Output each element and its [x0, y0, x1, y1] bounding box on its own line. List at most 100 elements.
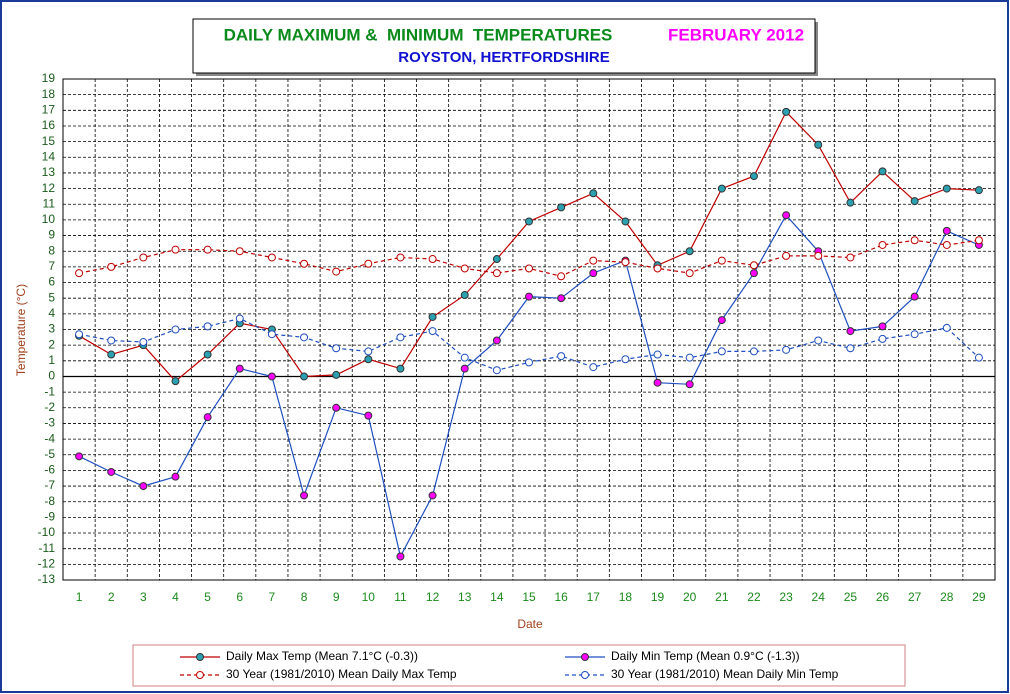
x-tick-label: 23 — [779, 590, 793, 604]
y-tick-label: -2 — [44, 400, 55, 414]
x-tick-label: 7 — [269, 590, 276, 604]
data-point — [139, 482, 148, 491]
data-point — [428, 312, 437, 321]
data-point — [846, 327, 855, 336]
data-point — [203, 245, 212, 254]
legend-marker — [196, 671, 204, 679]
data-point — [75, 452, 84, 461]
data-point — [878, 167, 887, 176]
y-tick-label: 19 — [42, 71, 56, 85]
data-point — [782, 345, 791, 354]
y-tick-label: 7 — [48, 259, 55, 273]
y-tick-label: -7 — [44, 478, 55, 492]
x-tick-label: 26 — [876, 590, 890, 604]
y-tick-label: 5 — [48, 290, 55, 304]
data-point — [685, 353, 694, 362]
y-tick-label: -11 — [39, 541, 56, 555]
data-point — [846, 253, 855, 262]
data-point — [332, 344, 341, 353]
data-point — [235, 364, 244, 373]
x-tick-label: 21 — [715, 590, 729, 604]
data-point — [235, 247, 244, 256]
x-tick-label: 4 — [172, 590, 179, 604]
data-point — [621, 217, 630, 226]
y-tick-label: 3 — [48, 322, 55, 336]
data-point — [782, 251, 791, 260]
data-point — [685, 247, 694, 256]
data-point — [300, 372, 309, 381]
data-point — [942, 240, 951, 249]
data-point — [492, 255, 501, 264]
data-point — [332, 403, 341, 412]
data-point — [749, 347, 758, 356]
data-point — [910, 330, 919, 339]
data-point — [267, 372, 276, 381]
data-point — [878, 240, 887, 249]
x-tick-label: 13 — [458, 590, 472, 604]
data-point — [749, 261, 758, 270]
y-tick-label: 10 — [42, 212, 56, 226]
x-tick-label: 24 — [812, 590, 826, 604]
data-point — [139, 253, 148, 262]
x-tick-label: 1 — [76, 590, 83, 604]
x-tick-label: 11 — [394, 590, 407, 604]
legend-marker — [581, 671, 589, 679]
chart-title: DAILY MAXIMUM & MINIMUM TEMPERATURES — [224, 25, 613, 44]
y-tick-label: 18 — [42, 87, 56, 101]
x-tick-label: 10 — [362, 590, 376, 604]
data-point — [171, 377, 180, 386]
x-axis-label: Date — [517, 617, 543, 631]
x-tick-label: 6 — [236, 590, 243, 604]
data-point — [492, 269, 501, 278]
data-point — [974, 236, 983, 245]
x-tick-label: 8 — [301, 590, 308, 604]
data-point — [396, 253, 405, 262]
y-tick-label: 14 — [42, 149, 56, 163]
data-point — [75, 269, 84, 278]
x-tick-label: 5 — [204, 590, 211, 604]
data-point — [846, 344, 855, 353]
data-point — [107, 336, 116, 345]
y-tick-label: 11 — [43, 196, 56, 210]
data-point — [492, 366, 501, 375]
data-point — [235, 314, 244, 323]
data-point — [910, 236, 919, 245]
data-point — [974, 353, 983, 362]
legend-label: 30 Year (1981/2010) Mean Daily Max Temp — [226, 667, 457, 681]
y-tick-label: 2 — [48, 337, 55, 351]
x-tick-label: 18 — [619, 590, 633, 604]
x-tick-label: 19 — [651, 590, 665, 604]
data-point — [653, 378, 662, 387]
data-point — [139, 338, 148, 347]
data-point — [492, 336, 501, 345]
data-point — [717, 316, 726, 325]
y-tick-label: -5 — [44, 447, 55, 461]
data-point — [942, 323, 951, 332]
data-point — [589, 269, 598, 278]
data-point — [396, 364, 405, 373]
x-tick-label: 9 — [333, 590, 340, 604]
chart-subtitle: ROYSTON, HERTFORDSHIRE — [398, 49, 609, 66]
data-point — [557, 294, 566, 303]
data-point — [557, 203, 566, 212]
data-point — [460, 291, 469, 300]
data-point — [814, 140, 823, 149]
data-point — [203, 350, 212, 359]
x-tick-label: 12 — [426, 590, 440, 604]
chart-title-period: FEBRUARY 2012 — [668, 25, 804, 44]
x-tick-label: 29 — [972, 590, 986, 604]
data-point — [974, 186, 983, 195]
data-point — [300, 491, 309, 500]
data-point — [557, 352, 566, 361]
y-tick-label: -4 — [44, 431, 55, 445]
y-tick-label: 8 — [48, 243, 55, 257]
data-point — [525, 358, 533, 367]
data-point — [364, 355, 373, 364]
data-point — [749, 172, 758, 181]
data-point — [621, 258, 630, 267]
legend-label: Daily Min Temp (Mean 0.9°C (-1.3)) — [611, 649, 800, 663]
y-tick-label: 1 — [48, 353, 55, 367]
data-point — [782, 211, 791, 220]
y-axis-label: Temperature (°C) — [14, 284, 28, 376]
